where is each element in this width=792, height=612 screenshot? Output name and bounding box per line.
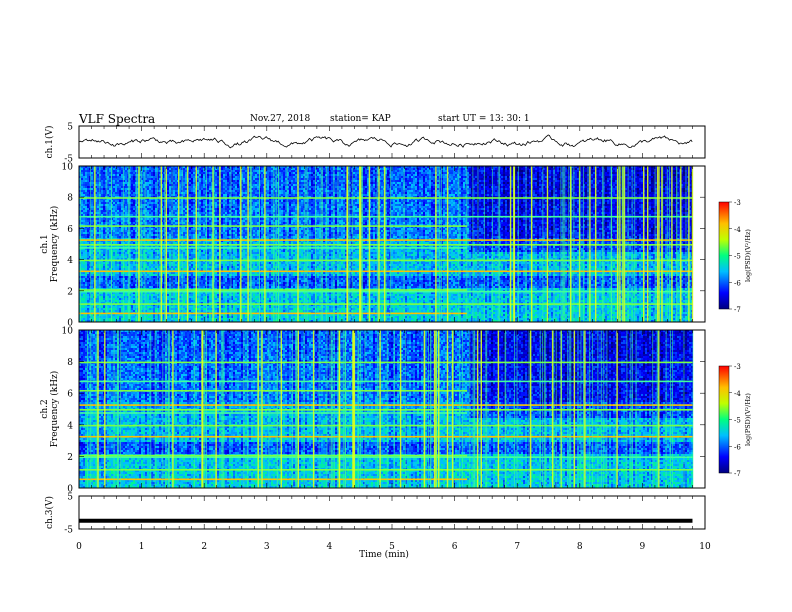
colorbar-tick-label: -6 — [734, 279, 741, 287]
spectrogram-ch2 — [79, 330, 693, 488]
xtick-label: 8 — [577, 542, 583, 552]
colorbar-label: log(PSD)(V²/Hz) — [744, 229, 752, 282]
ytick-label: 6 — [67, 390, 73, 400]
xtick-label: 4 — [327, 542, 333, 552]
ylabel: ch.2 — [40, 399, 50, 418]
ytick-label: 4 — [67, 421, 73, 431]
colorbar-tick-label: -6 — [734, 443, 741, 451]
ytick-label: 10 — [62, 327, 74, 337]
ch1-waveform-line — [79, 135, 692, 148]
colorbar — [719, 366, 729, 473]
ytick-label: 4 — [67, 256, 73, 266]
xtick-label: 10 — [699, 542, 711, 552]
xtick-label: 1 — [139, 542, 145, 552]
x-axis-label: Time (min) — [359, 549, 409, 560]
ylabel: Frequency (kHz) — [49, 206, 60, 283]
spectrogram-ch1 — [79, 166, 693, 322]
xtick-label: 9 — [640, 542, 646, 552]
ytick-label: -5 — [64, 526, 73, 536]
vlf-figure: 5-5ch.1(V)0246810ch.1 Frequency (kHz)-3-4… — [0, 0, 792, 612]
xtick-label: 0 — [76, 542, 82, 552]
ytick-label: 5 — [67, 493, 73, 503]
ytick-label: 6 — [67, 225, 73, 235]
xtick-label: 7 — [514, 542, 520, 552]
colorbar — [719, 202, 729, 309]
ylabel: ch.1(V) — [44, 126, 55, 159]
ylabel: Frequency (kHz) — [49, 371, 60, 448]
colorbar-tick-label: -5 — [734, 253, 741, 261]
colorbar-tick-label: -3 — [734, 363, 741, 371]
ytick-label: 8 — [67, 194, 73, 204]
xtick-label: 3 — [264, 542, 270, 552]
colorbar-tick-label: -5 — [734, 417, 741, 425]
xtick-label: 6 — [452, 542, 458, 552]
ytick-label: 2 — [67, 453, 73, 463]
ytick-label: 8 — [67, 358, 73, 368]
colorbar-tick-label: -3 — [734, 199, 741, 207]
colorbar-tick-label: -7 — [734, 470, 741, 478]
ylabel: ch.3(V) — [44, 496, 55, 529]
ytick-label: 5 — [67, 123, 73, 133]
ytick-label: 2 — [67, 287, 73, 297]
ytick-label: 10 — [62, 163, 74, 173]
xtick-label: 2 — [201, 542, 207, 552]
colorbar-label: log(PSD)(V²/Hz) — [744, 393, 752, 446]
colorbar-tick-label: -4 — [734, 390, 741, 398]
ylabel: ch.1 — [40, 234, 50, 253]
colorbar-tick-label: -7 — [734, 306, 741, 314]
colorbar-tick-label: -4 — [734, 226, 741, 234]
